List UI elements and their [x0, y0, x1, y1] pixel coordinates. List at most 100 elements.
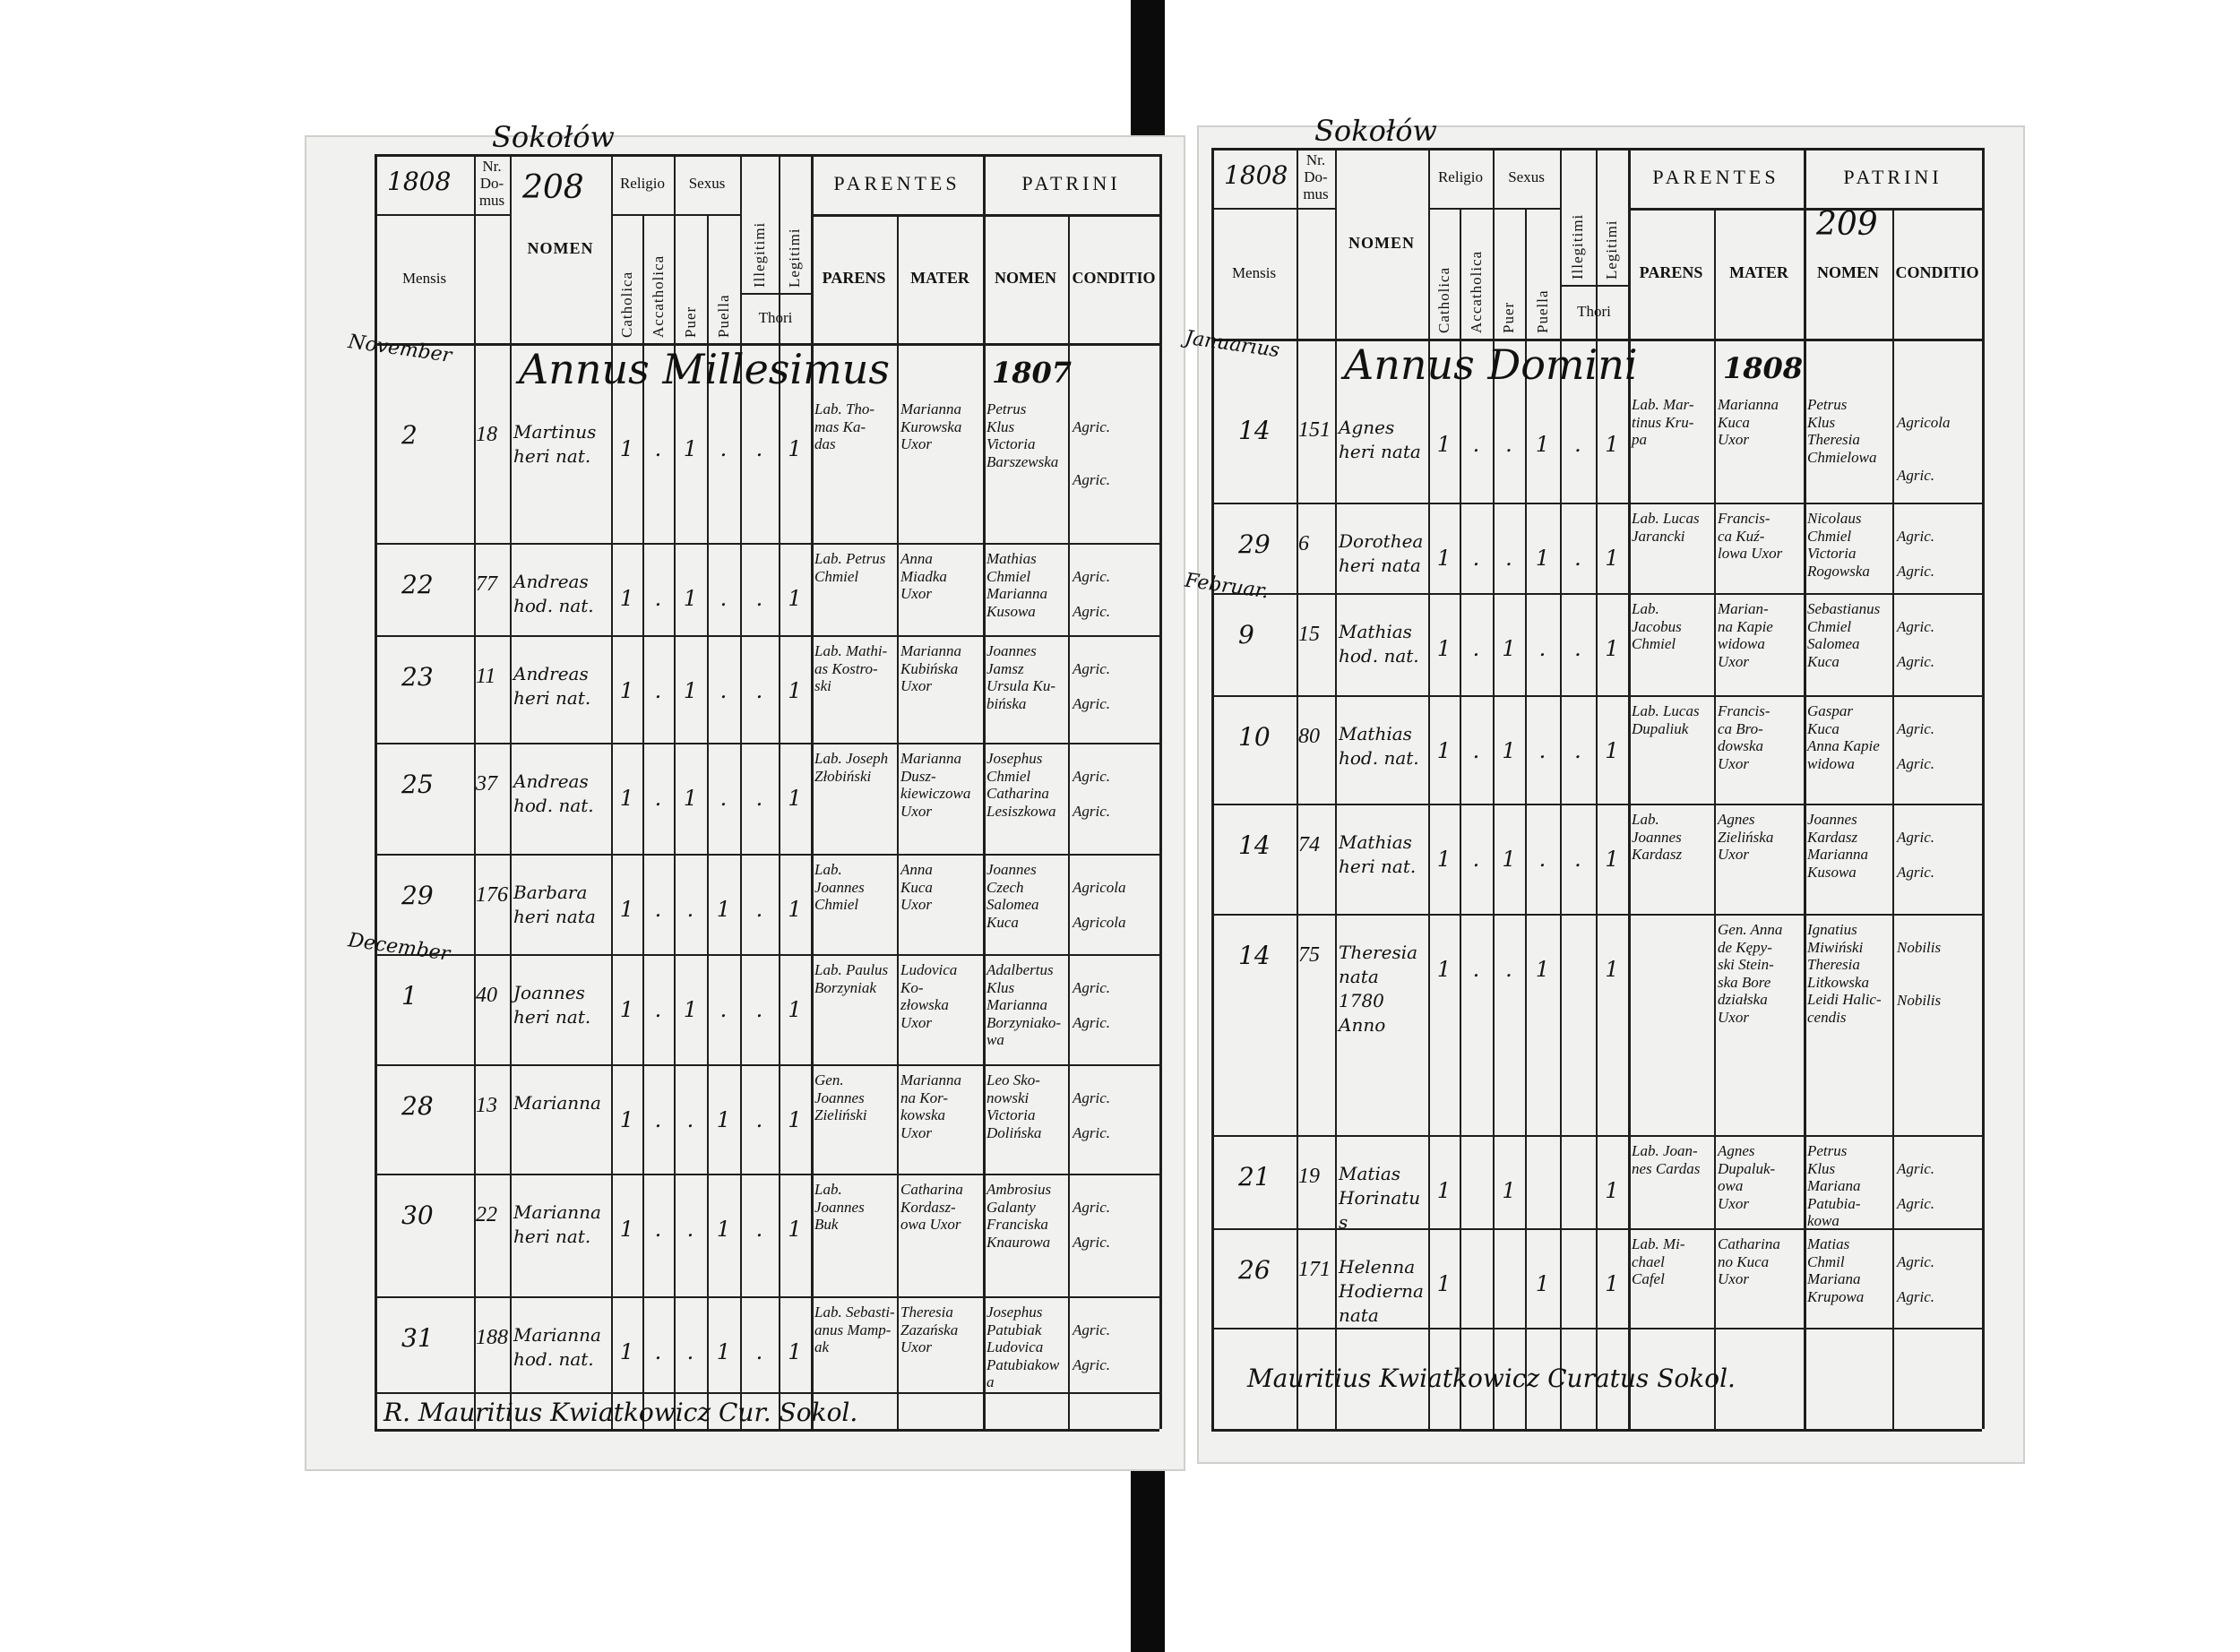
tally-mark-cell: 1 — [619, 436, 634, 461]
header-sub-rule — [811, 214, 1159, 217]
day-cell: 14 — [1238, 830, 1271, 860]
header-nomen: NOMEN — [1348, 233, 1415, 252]
house-number-cell: 13 — [476, 1094, 497, 1117]
header-puella: Puella — [1533, 289, 1551, 334]
house-number-cell: 151 — [1298, 418, 1331, 442]
column-rule — [1892, 208, 1894, 1429]
column-rule — [1428, 148, 1430, 1429]
tally-mark-cell: . — [654, 786, 662, 811]
column-rule — [983, 154, 986, 1429]
tally-mark-cell: 1 — [1535, 1271, 1550, 1296]
tally-mark-cell: 1 — [619, 678, 634, 703]
conditio-cell: Agric. Agric. — [1073, 979, 1111, 1032]
tally-mark-cell: 1 — [788, 586, 802, 611]
day-cell: 31 — [401, 1323, 434, 1353]
header-conditio: CONDITIO — [1895, 263, 1979, 282]
header-mater: MATER — [910, 269, 969, 288]
day-cell: 2 — [401, 420, 418, 450]
header-puella: Puella — [714, 294, 732, 339]
table-top-rule — [375, 154, 1159, 157]
column-rule — [1804, 148, 1806, 1429]
row-rule — [1211, 1135, 1982, 1137]
column-rule — [1982, 148, 1985, 1429]
tally-mark-cell: 1 — [1535, 546, 1550, 571]
tally-mark-cell: 1 — [788, 786, 802, 811]
header-sub-rule — [740, 293, 811, 295]
place-name-handwritten: Sokołów — [492, 120, 615, 154]
day-cell: 22 — [401, 570, 434, 599]
patrini-nomen-cell: Sebastianus Chmiel Salomea Kuca — [1807, 600, 1881, 670]
tally-mark-cell: . — [654, 586, 662, 611]
mater-cell: Marianna na Kor- kowska Uxor — [900, 1071, 961, 1141]
parens-cell: Lab. Sebasti- anus Mamp- ak — [814, 1304, 895, 1356]
header-patrini: PATRINI — [1021, 172, 1121, 195]
tally-mark-cell: 1 — [1436, 847, 1452, 872]
patrini-nomen-cell: Matias Chmil Mariana Krupowa — [1807, 1235, 1865, 1305]
tally-mark-cell: . — [654, 1107, 662, 1132]
mater-cell: Marianna Kuca Uxor — [1718, 396, 1779, 449]
conditio-cell: Agricola Agric. — [1897, 414, 1951, 484]
tally-mark-cell: . — [1538, 847, 1546, 872]
house-number-cell: 19 — [1298, 1165, 1320, 1188]
parens-cell: Lab. Joan- nes Cardas — [1632, 1142, 1701, 1177]
child-name-cell: Dorothea heri nata — [1339, 530, 1424, 576]
column-rule — [510, 154, 512, 1429]
column-rule — [611, 154, 613, 1429]
house-number-cell: 77 — [476, 572, 497, 596]
patrini-nomen-cell: Adalbertus Klus Marianna Borzyniako- wa — [986, 961, 1062, 1049]
house-number-cell: 11 — [476, 665, 496, 688]
annus-heading: Annus Millesimus — [519, 345, 890, 393]
parens-cell: Lab. Joannes Kardasz — [1632, 811, 1683, 864]
tally-mark-cell: . — [686, 1339, 694, 1364]
parens-cell: Lab. Paulus Borzyniak — [814, 961, 889, 996]
house-number-cell: 176 — [476, 883, 508, 907]
child-name-cell: Matias Horinatus — [1339, 1163, 1421, 1233]
patrini-nomen-cell: Petrus Klus Mariana Patubia- kowa — [1807, 1142, 1861, 1230]
tally-mark-cell: . — [686, 1107, 694, 1132]
conditio-cell: Agric. Agric. — [1073, 1089, 1111, 1142]
tally-mark-cell: . — [654, 678, 662, 703]
tally-mark-cell: 1 — [1436, 636, 1452, 661]
tally-mark-cell: 1 — [716, 1339, 731, 1364]
header-sub-rule — [1428, 208, 1560, 210]
tally-mark-cell: . — [755, 678, 763, 703]
column-rule — [707, 214, 709, 1429]
header-sub-rule — [611, 214, 740, 216]
tally-mark-cell: 1 — [683, 786, 698, 811]
patrini-nomen-cell: Petrus Klus Theresia Chmielowa — [1807, 396, 1877, 466]
tally-mark-cell: 1 — [1436, 957, 1452, 982]
column-rule — [1560, 148, 1562, 1429]
parens-cell: Lab. Petrus Chmiel — [814, 550, 886, 585]
house-number-cell: 74 — [1298, 833, 1320, 856]
table-bottom-rule — [375, 1429, 1159, 1432]
house-number-cell: 75 — [1298, 943, 1320, 967]
day-cell: 25 — [401, 770, 434, 799]
patrini-nomen-cell: Mathias Chmiel Marianna Kusowa — [986, 550, 1047, 620]
parens-cell: Lab. Tho- mas Ka- das — [814, 400, 875, 453]
header-religio: Religio — [619, 175, 666, 193]
child-name-cell: Martinus heri nat. — [513, 421, 597, 467]
child-name-cell: Mathias heri nat. — [1339, 831, 1417, 877]
tally-mark-cell: . — [1472, 546, 1480, 571]
conditio-cell: Agric. Agric. — [1073, 1321, 1111, 1374]
tally-mark-cell: 1 — [619, 586, 634, 611]
conditio-cell: Agric. Agric. — [1073, 768, 1111, 821]
tally-mark-cell: . — [719, 586, 728, 611]
header-parentes: PARENTES — [1652, 166, 1779, 189]
tally-mark-cell: 1 — [1436, 738, 1452, 763]
place-name-handwritten: Sokołów — [1314, 114, 1437, 148]
column-rule — [1159, 154, 1162, 1429]
header-nomen: NOMEN — [527, 238, 594, 257]
mater-cell: Theresia Zazańska Uxor — [900, 1304, 959, 1356]
column-rule — [1297, 148, 1298, 1429]
tally-mark-cell: 1 — [716, 897, 731, 922]
mater-cell: Agnes Dupaluk- owa Uxor — [1718, 1142, 1776, 1212]
tally-mark-cell: . — [1472, 847, 1480, 872]
house-number-cell: 18 — [476, 423, 497, 446]
header-illegitimi: Illegitimi — [1569, 213, 1586, 280]
header-sexus: Sexus — [1508, 168, 1545, 186]
tally-mark-cell: . — [1472, 636, 1480, 661]
tally-mark-cell: 1 — [1605, 847, 1619, 872]
tally-mark-cell: . — [1538, 738, 1546, 763]
day-cell: 23 — [401, 662, 434, 692]
